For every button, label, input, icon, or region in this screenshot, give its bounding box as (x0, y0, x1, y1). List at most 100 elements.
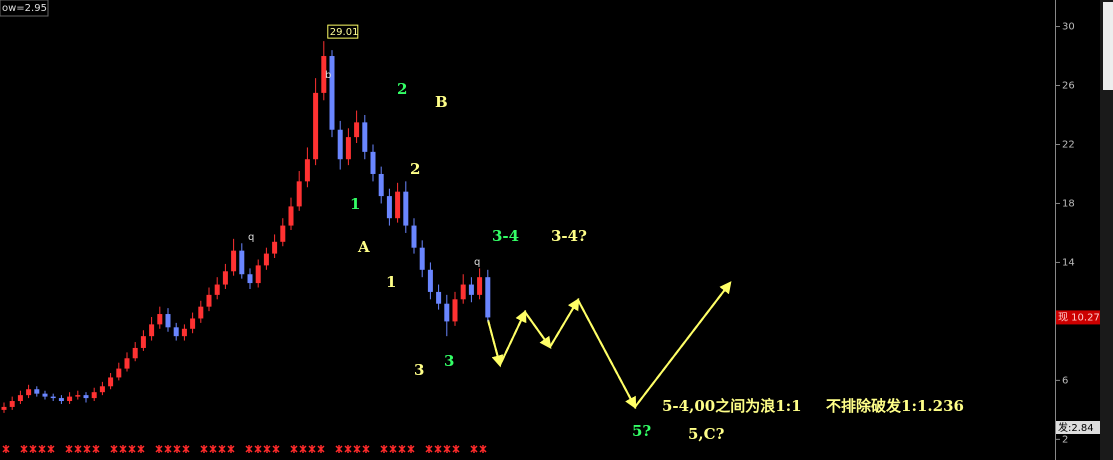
signal-mark (218, 445, 226, 453)
candle-body (67, 396, 73, 402)
candle-body (222, 271, 228, 285)
signal-mark (308, 445, 316, 453)
annotation: 5? (632, 422, 651, 440)
y-tick-label: 26 (1062, 81, 1075, 92)
signal-mark (245, 445, 253, 453)
signal-mark (137, 445, 145, 453)
annotation: B (435, 93, 448, 111)
candle-body (255, 265, 261, 284)
candle-body (370, 151, 376, 174)
annotation: 3-4 (492, 227, 519, 245)
signal-mark (200, 445, 208, 453)
candle-body (83, 395, 89, 399)
candle-body (395, 191, 401, 219)
signal-mark (443, 445, 451, 453)
signal-mark (227, 445, 235, 453)
annotation: 5-4,00之间为浪1:1 (662, 397, 802, 415)
bottom-tag: 发:2.84 (1058, 421, 1094, 434)
candle-body (272, 241, 278, 254)
candle-body (321, 56, 327, 93)
peak-label: 29.01 (330, 27, 359, 38)
candle-body (403, 191, 409, 226)
candle-body (181, 328, 187, 337)
candle-body (149, 324, 155, 337)
price-tag-box (1056, 310, 1100, 325)
candle-body (1, 406, 7, 410)
signal-mark (335, 445, 343, 453)
candle-body (239, 250, 245, 275)
signal-mark (20, 445, 28, 453)
candle-body (468, 284, 474, 295)
arrow-head (634, 281, 732, 408)
signal-mark (209, 445, 217, 453)
candle-body (140, 336, 146, 348)
candle-body (165, 314, 171, 328)
signal-mark (83, 445, 91, 453)
candle-body (280, 225, 286, 242)
signal-mark (272, 445, 280, 453)
y-tick-label: 22 (1062, 139, 1075, 150)
annotation: 2 (410, 160, 420, 178)
arrow-head (487, 319, 504, 368)
signal-mark (65, 445, 73, 453)
candle-body (173, 327, 179, 337)
candle-body (124, 358, 130, 369)
arrow-head (499, 309, 527, 366)
signal-mark (173, 445, 181, 453)
signal-mark (29, 445, 37, 453)
signal-mark (119, 445, 127, 453)
candle-body (263, 253, 269, 266)
candle-body (378, 173, 384, 197)
signal-mark (92, 445, 100, 453)
signal-mark (425, 445, 433, 453)
candle-body (247, 274, 253, 284)
y-tick-label: 6 (1062, 375, 1068, 386)
annotation: 3-4? (551, 227, 587, 245)
signal-mark (155, 445, 163, 453)
candle-body (304, 159, 310, 182)
candle-body (337, 129, 343, 160)
candle-body (452, 299, 458, 322)
y-tick-label: 18 (1062, 198, 1075, 209)
annotation: 3 (444, 352, 454, 370)
candle-body (9, 401, 15, 407)
candle-body (34, 389, 40, 394)
candle-body (362, 122, 368, 152)
signal-mark (317, 445, 325, 453)
signal-mark (470, 445, 478, 453)
candle-body (231, 250, 237, 272)
signal-mark (362, 445, 370, 453)
indicator-box (0, 0, 49, 17)
signal-mark (479, 445, 487, 453)
candle-body (26, 389, 32, 396)
candle-body (485, 277, 491, 318)
candle-body (206, 294, 212, 307)
peak-box (327, 24, 359, 39)
arrow-head (549, 297, 580, 348)
candle-body (58, 398, 64, 402)
signal-mark (47, 445, 55, 453)
candle-body (436, 291, 442, 304)
signal-mark (380, 445, 388, 453)
signal-mark (299, 445, 307, 453)
candle-body (116, 368, 122, 378)
signal-mark (263, 445, 271, 453)
candle-body (99, 386, 105, 393)
y-tick-label: 30 (1062, 22, 1075, 33)
signal-mark (344, 445, 352, 453)
side-panel (1100, 0, 1113, 460)
annotation: 1 (386, 273, 396, 291)
annotations: b 2 B 2 1 A 1 3 3 3-4 3-4? 5? 5,C? 5-4,0… (248, 70, 964, 443)
candle-body (411, 225, 417, 248)
price-tag: 现 10.27 (1058, 311, 1100, 323)
candle-body (296, 181, 302, 207)
candle-body (354, 122, 360, 138)
arrow-head (577, 299, 637, 410)
signal-mark (2, 445, 10, 453)
signal-mark (254, 445, 262, 453)
bottom-tag-box (1056, 421, 1100, 434)
y-tick-label: 2 (1062, 434, 1068, 445)
signal-mark (290, 445, 298, 453)
